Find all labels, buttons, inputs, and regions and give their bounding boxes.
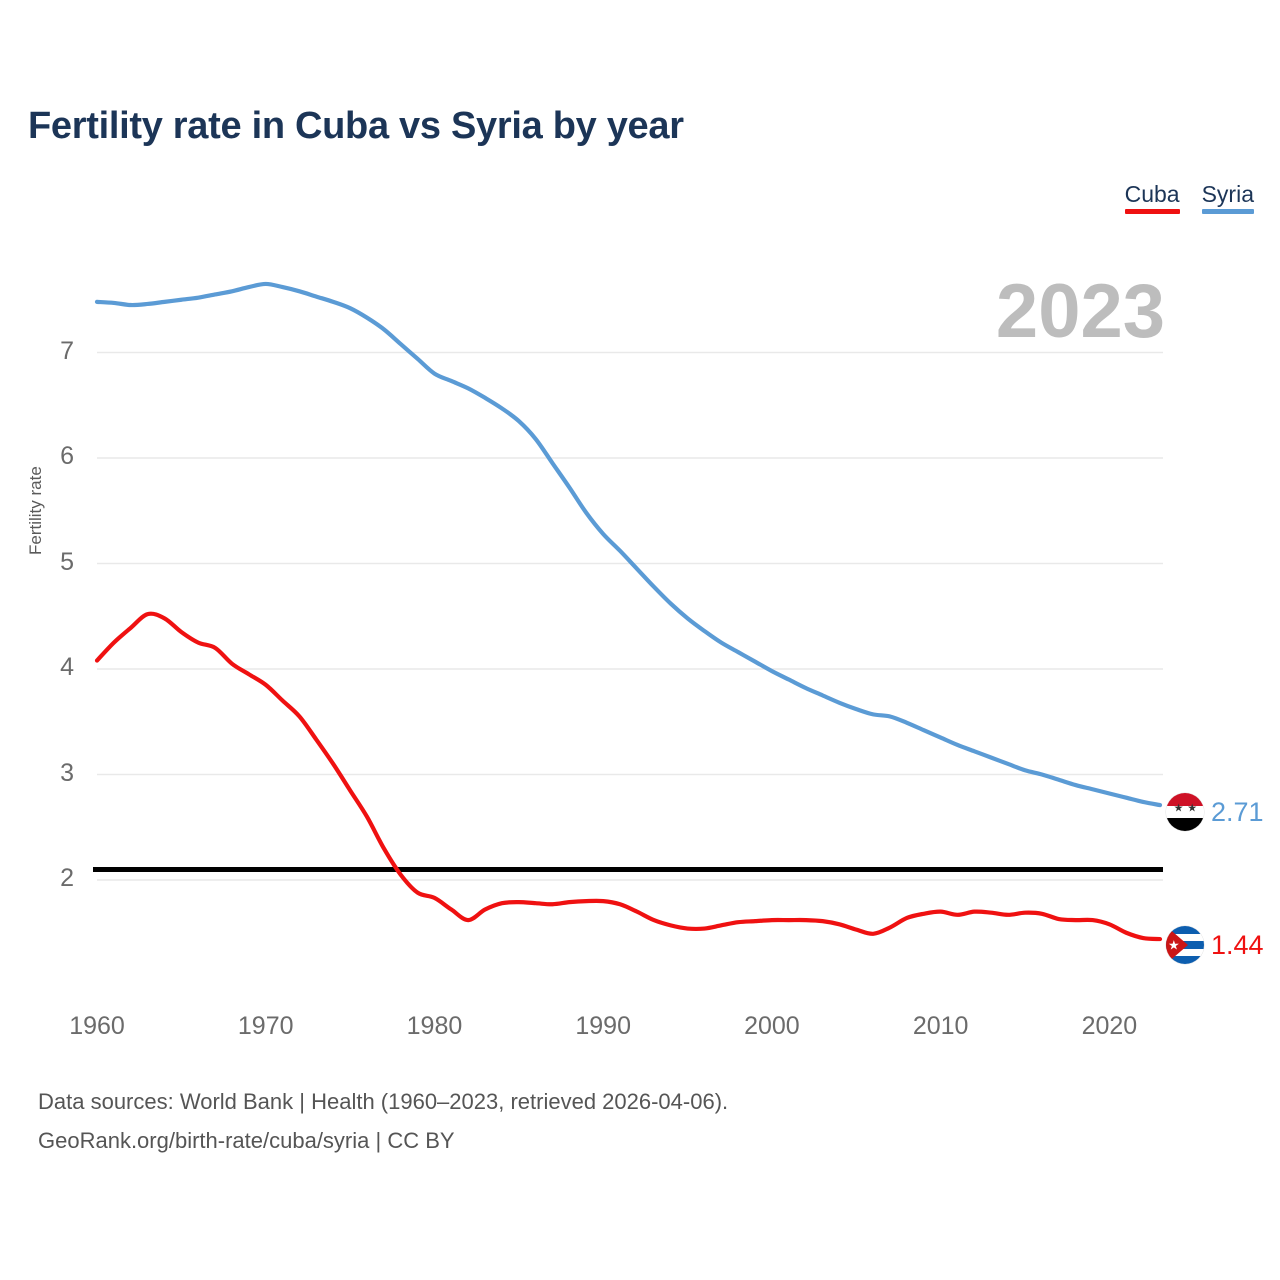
x-axis-tick-label: 2010	[912, 1012, 969, 1040]
endpoint-cuba: ★ 1.44	[1166, 926, 1264, 964]
y-axis-tick-label: 5	[60, 547, 74, 576]
footer-line-2: GeoRank.org/birth-rate/cuba/syria | CC B…	[38, 1128, 455, 1153]
y-axis-title: Fertility rate	[26, 466, 45, 555]
chart-legend: Cuba Syria	[1124, 181, 1254, 214]
endpoint-value-syria: 2.71	[1211, 796, 1264, 827]
y-axis-tick-label: 2	[60, 864, 74, 892]
y-axis-tick-label: 7	[60, 336, 74, 365]
page-title: Fertility rate in Cuba vs Syria by year	[28, 105, 684, 147]
footer-line-1: Data sources: World Bank | Health (1960–…	[38, 1089, 729, 1114]
legend-label-syria: Syria	[1201, 181, 1254, 207]
year-watermark: 2023	[995, 269, 1165, 354]
y-axis-tick-label: 3	[60, 758, 74, 787]
legend-item-cuba[interactable]: Cuba	[1124, 181, 1180, 214]
legend-label-cuba: Cuba	[1124, 181, 1180, 207]
legend-swatch-syria	[1201, 209, 1254, 214]
y-axis-tick-label: 4	[60, 653, 74, 681]
cuba-flag-icon: ★	[1166, 926, 1204, 964]
syria-flag-icon: ★ ★	[1166, 793, 1204, 831]
x-axis-tick-label: 1970	[237, 1012, 294, 1040]
series-line-cuba	[94, 611, 1163, 942]
endpoint-value-cuba: 1.44	[1211, 929, 1264, 960]
x-axis-tick-label: 1990	[575, 1012, 631, 1040]
legend-item-syria[interactable]: Syria	[1201, 181, 1254, 214]
y-axis-tick-label: 6	[60, 442, 74, 470]
footer-sources: Data sources: World Bank | Health (1960–…	[38, 1082, 728, 1160]
x-axis-tick-label: 2000	[744, 1012, 800, 1040]
endpoint-syria: ★ ★ 2.71	[1166, 793, 1264, 831]
x-axis-tick-label: 1980	[406, 1012, 463, 1040]
chart-gridlines	[97, 351, 1163, 881]
x-axis-tick-label: 2020	[1081, 1012, 1138, 1040]
x-axis-tick-label: 1960	[69, 1012, 125, 1040]
series-line-syria	[94, 281, 1163, 808]
legend-swatch-cuba	[1124, 209, 1180, 214]
